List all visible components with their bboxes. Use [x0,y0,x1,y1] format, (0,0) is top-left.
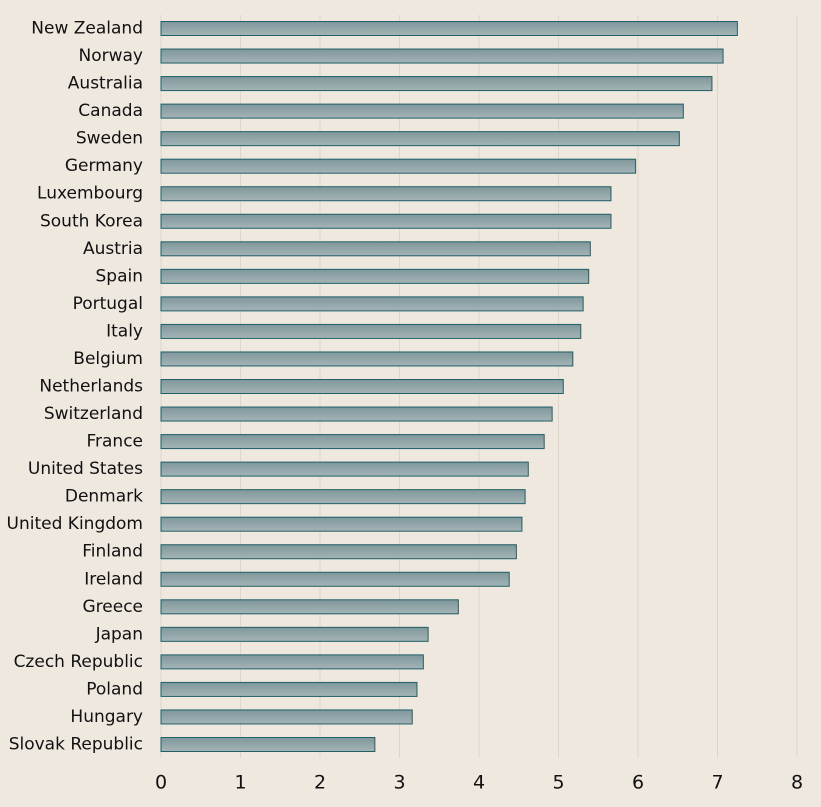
x-tick-label: 6 [632,772,644,794]
bar [160,406,553,422]
bar [160,709,413,725]
y-tick-label: Czech Republic [14,652,143,672]
bar [160,131,680,147]
y-tick-label: Australia [68,74,143,94]
bar [160,434,545,450]
bar [160,296,584,312]
y-tick-label: Poland [86,679,143,699]
x-tick-label: 8 [791,772,803,794]
y-tick-label: Netherlands [39,377,143,397]
x-tick-label: 5 [552,772,564,794]
y-tick-label: Germany [65,156,143,176]
bar [160,544,517,560]
y-tick-label: Austria [83,239,143,259]
y-tick-label: Belgium [73,349,143,369]
y-tick-label: New Zealand [31,19,143,39]
y-tick-label: France [86,432,143,452]
bar [160,103,684,119]
y-tick-label: Sweden [76,129,143,149]
y-tick-label: Portugal [73,294,143,314]
bar [160,268,590,284]
y-tick-label: United Kingdom [7,514,143,534]
x-tick-label: 2 [314,772,326,794]
y-tick-label: Denmark [65,487,143,507]
y-tick-label: Ireland [84,569,143,589]
bar [160,213,612,229]
bar [160,48,724,64]
bar [160,626,429,642]
bar [160,571,510,587]
bar [160,737,376,752]
bar [160,323,582,339]
x-tick-label: 4 [473,772,485,794]
x-tick-label: 0 [155,772,167,794]
y-tick-label: Japan [95,624,143,644]
y-tick-label: United States [28,459,143,479]
bar [160,461,529,477]
bar [160,21,738,36]
bar [160,379,564,394]
y-tick-label: Spain [96,266,144,286]
bar [160,351,574,367]
y-tick-label: Finland [82,542,143,562]
bar [160,158,637,174]
y-tick-label: Luxembourg [37,184,143,204]
y-tick-label: Italy [106,321,143,341]
x-tick-label: 7 [711,772,723,794]
bar [160,681,418,697]
x-tick-label: 3 [393,772,405,794]
y-tick-label: Hungary [70,707,143,727]
x-tick-label: 1 [234,772,246,794]
y-tick-label: Canada [78,101,143,121]
y-tick-label: Greece [82,597,143,617]
bar [160,599,459,615]
y-tick-label: Norway [79,46,144,66]
bar [160,489,526,505]
bar [160,76,713,92]
bar [160,516,523,532]
y-tick-label: Switzerland [44,404,143,424]
bar [160,186,612,202]
y-tick-label: Slovak Republic [9,735,143,755]
y-tick-label: South Korea [40,211,143,231]
bar [160,241,591,257]
bar [160,654,424,670]
